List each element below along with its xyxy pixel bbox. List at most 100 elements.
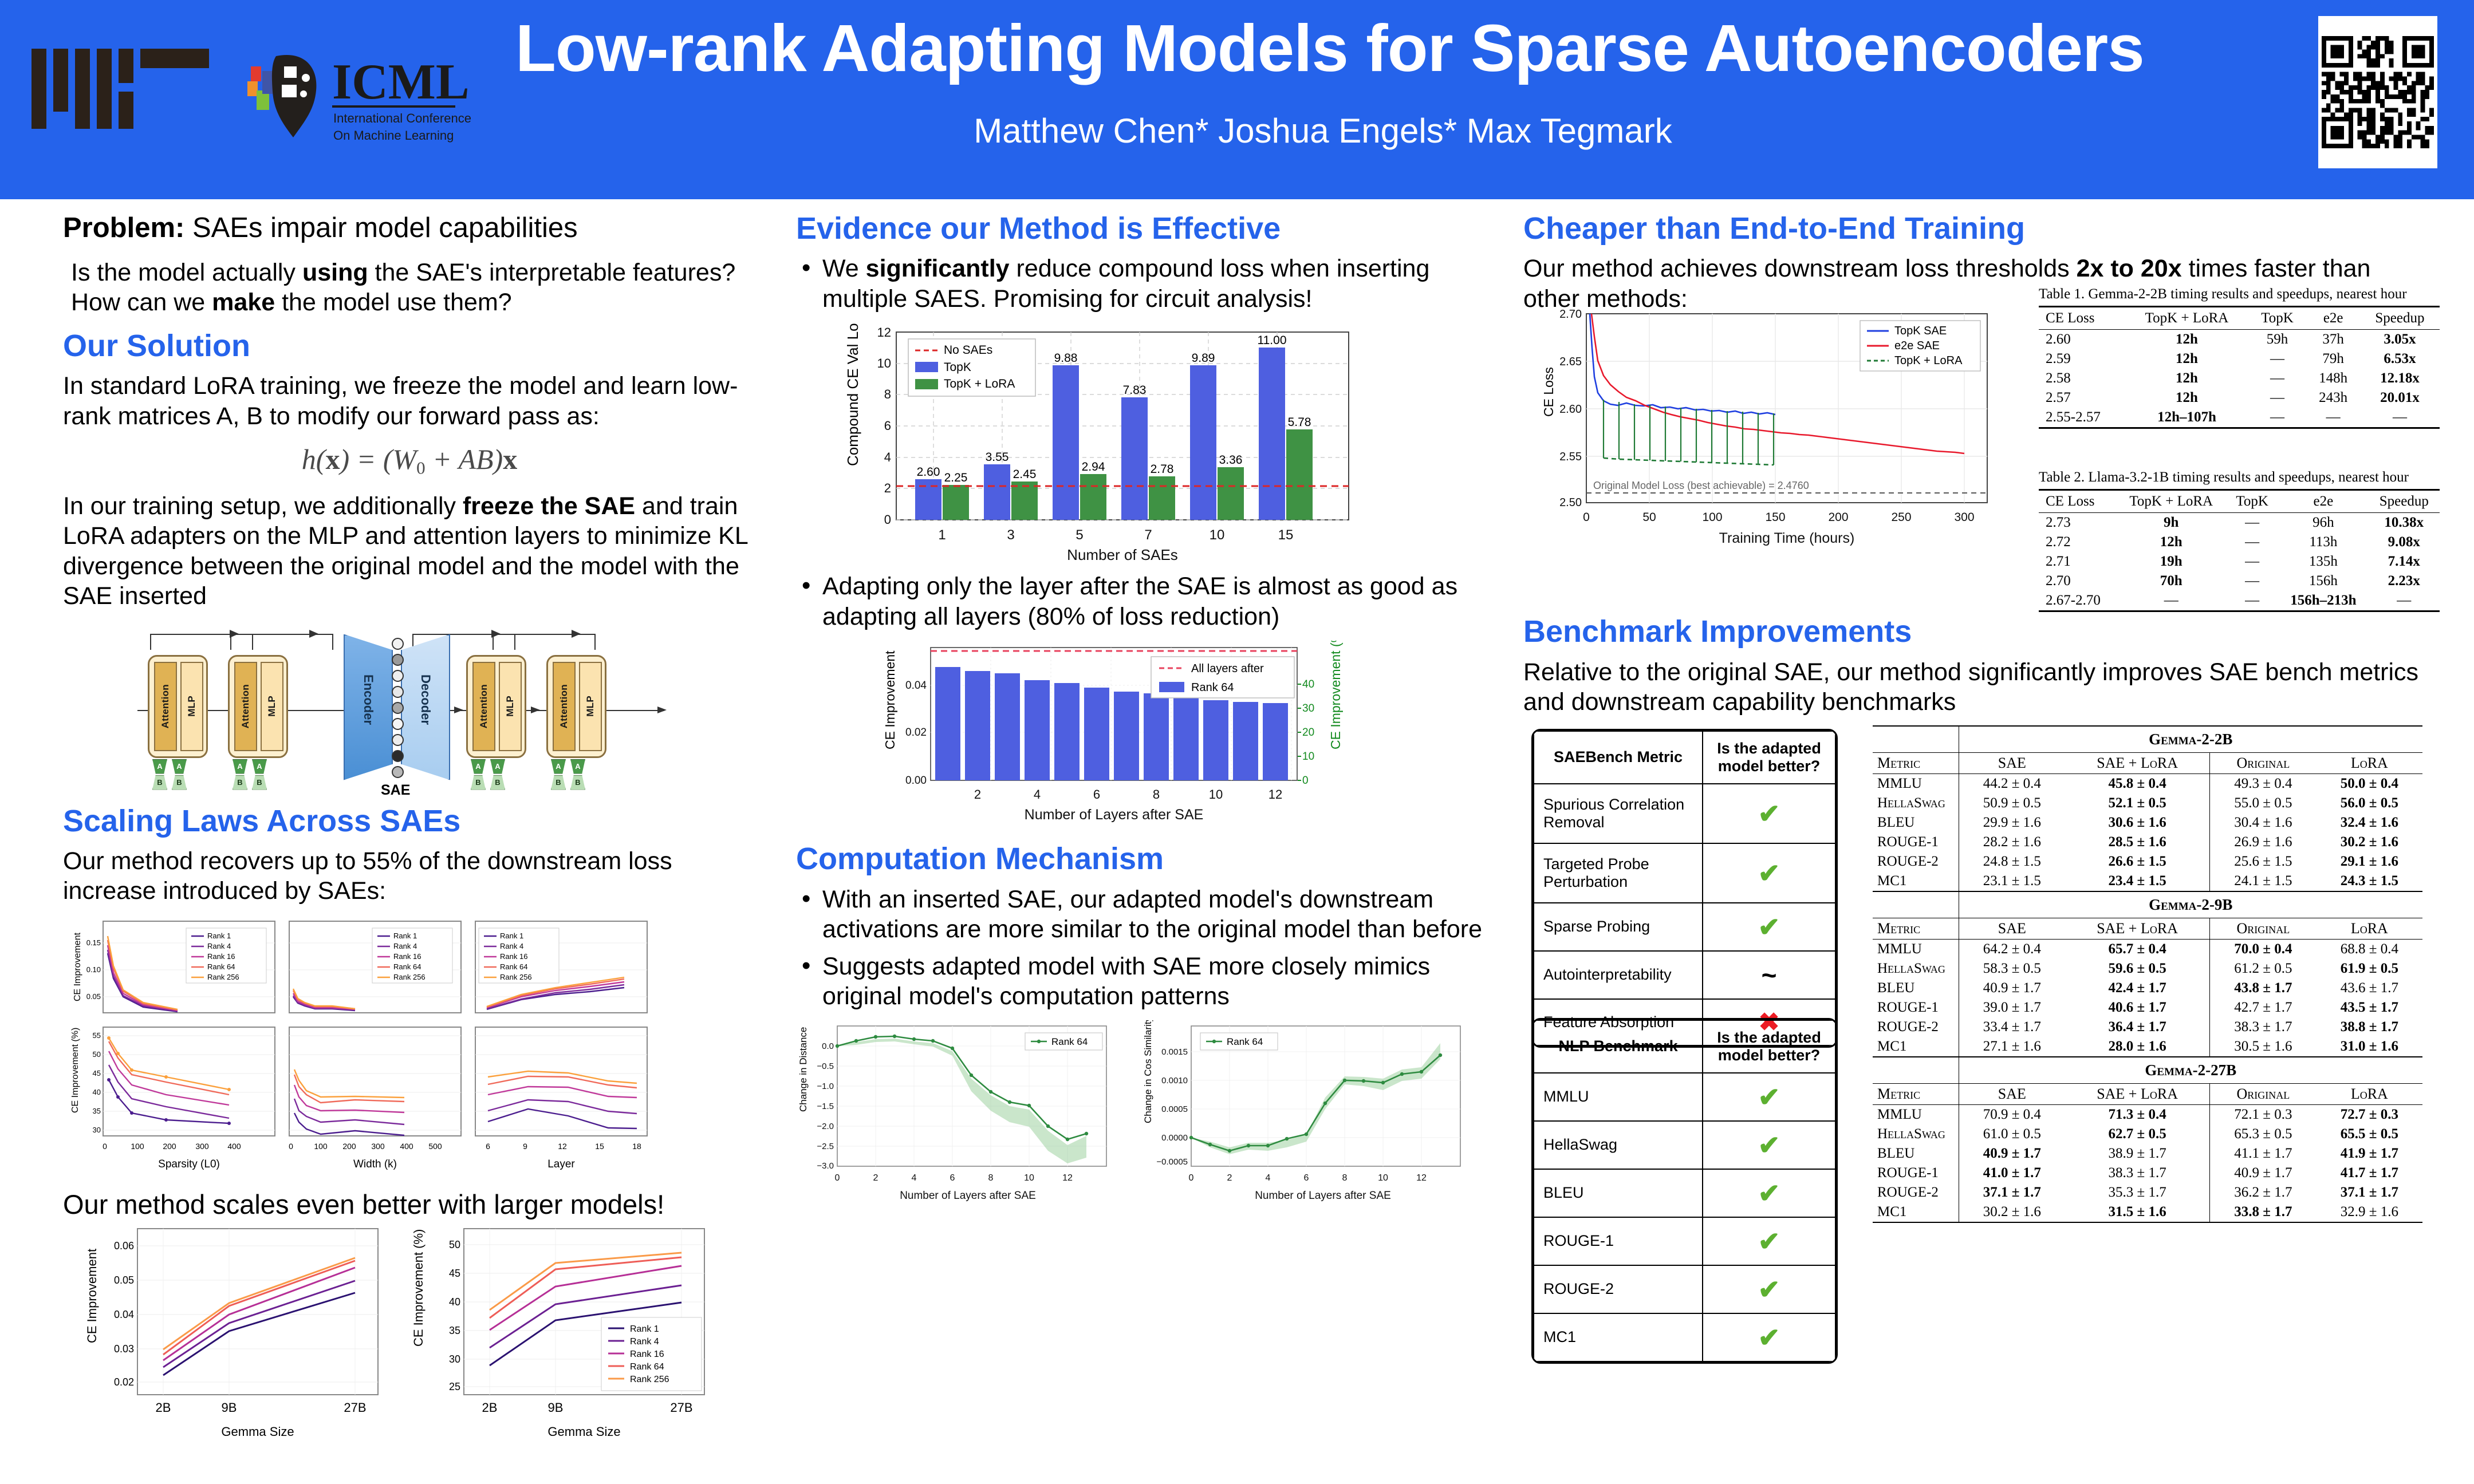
svg-text:−1.5: −1.5 [817,1102,834,1111]
saebench-metric-table-wrapper: SAEBench Metric Is the adapted model bet… [1531,728,1838,1048]
svg-text:400: 400 [400,1142,413,1151]
t1-r4-c1: 12h–107h [2157,409,2216,425]
svg-text:7.83: 7.83 [1123,384,1147,397]
bench-cell: 50.9 ± 0.5 [1958,793,2066,813]
t1-r1-c2: — [2270,351,2285,367]
mlp-label: MLP [186,696,197,717]
table-row: MMLU ✔ [1533,1072,1836,1122]
layers-after-sae-bar-chart: 0.00 0.02 0.04 CE Improvement 0 10 20 30 40 C… [883,641,1343,823]
bench-cell: 37.1 ± 1.7 [2340,1184,2398,1200]
table-row: MC1 ✔ [1533,1312,1836,1362]
nlp-col-metric: NLP Benchmark [1533,1019,1704,1073]
t2-r4-c3: 156h–213h [2290,593,2357,609]
t2-r3-c0: 2.70 [2046,573,2071,589]
mlp-label: MLP [585,696,596,717]
problem-label: Problem: [63,212,185,243]
bench-cell: 72.1 ± 0.3 [2209,1104,2317,1124]
svg-text:CE Improvement (%: CE Improvement (% [1328,641,1343,749]
table-2-timing-llama: CE Loss TopK + LoRA TopK e2e Speedup 2.7… [2039,489,2440,612]
svg-text:9.89: 9.89 [1192,352,1215,365]
check-icon: ✔ [1758,798,1780,828]
computation-mechanism-chart-pair: 0.0 −0.5 −1.0 −1.5 −2.0 −2.5 −3.0 Change in … [798,1020,1461,1202]
t2-r0-c3: 96h [2313,515,2334,531]
table-row: MC1 23.1 ± 1.5 23.4 ± 1.5 24.1 ± 1.5 24.3 ± … [1873,871,2422,891]
svg-text:TopK + LoRA: TopK + LoRA [944,377,1015,390]
svg-text:Training Time (hours): Training Time (hours) [1719,530,1855,546]
problem-statement: Problem: SAEs impair model capabilities [63,212,756,245]
svg-text:CE Improvement: CE Improvement [85,1249,99,1343]
table-row: MC1 27.1 ± 1.6 28.0 ± 1.6 30.5 ± 1.6 31.0 ± … [1873,1036,2422,1057]
scaling-laws-chart-grid: 0.15 0.10 0.05 CE Improvement [70,920,648,1170]
svg-text:2.50: 2.50 [1559,496,1582,509]
nlp-row-5-metric: MC1 [1533,1312,1704,1362]
t2-r0-c1: 9h [2164,515,2179,531]
bench-col-3: LoRA [2316,752,2422,774]
svg-text:50: 50 [93,1050,101,1059]
table-row: ROUGE-2 24.8 ± 1.5 26.6 ± 1.5 25.6 ± 1.5 29.… [1873,851,2422,871]
bench-cell: 43.8 ± 1.7 [2209,978,2317,998]
svg-text:4: 4 [1266,1173,1271,1183]
bench-row-metric: BLEU [1877,814,1915,830]
t1-col-0: CE Loss [2046,310,2095,326]
svg-text:e2e SAE: e2e SAE [1894,340,1940,352]
nlp-row-4-metric: ROUGE-2 [1533,1264,1704,1314]
table-row: ROUGE-2 33.4 ± 1.7 36.4 ± 1.7 38.3 ± 1.7 38.… [1873,1017,2422,1037]
nlp-row-1-mark: ✔ [1702,1120,1836,1170]
svg-text:Rank 1: Rank 1 [630,1324,659,1334]
svg-text:Number of Layers after SAE: Number of Layers after SAE [1025,807,1204,823]
bench-row-metric: MMLU [1873,938,1959,959]
qr-code-icon[interactable] [2318,16,2437,168]
t1-r1-c1: 12h [2176,351,2198,367]
svg-text:0.0000: 0.0000 [1161,1133,1188,1143]
svg-text:27B: 27B [344,1400,366,1415]
svg-text:0: 0 [1583,511,1590,524]
attention-label: Attention [160,684,171,729]
bench-row-metric: ROUGE-1 [1877,999,1939,1015]
svg-text:2: 2 [884,481,891,495]
svg-text:Rank 256: Rank 256 [393,973,426,981]
svg-text:2: 2 [1227,1173,1232,1183]
t2-r1-c1: 12h [2160,534,2183,550]
table-row: ROUGE-1 41.0 ± 1.7 38.3 ± 1.7 40.9 ± 1.7 41.… [1873,1163,2422,1183]
solution-p2-a: In our training setup, we additionally [63,492,463,520]
table-row: 2.60 12h 59h 37h 3.05x [2039,329,2440,350]
t1-r3-c4: 20.01x [2380,390,2420,406]
svg-text:0.0015: 0.0015 [1161,1047,1188,1057]
section-heading-cheaper: Cheaper than End-to-End Training [1523,211,2025,246]
svg-text:2.60: 2.60 [1559,403,1582,416]
transformer-block: Attention MLP [228,654,288,758]
bench-cell: 41.9 ± 1.7 [2340,1145,2398,1161]
table-row: BLEU ✔ [1533,1168,1836,1218]
t2-r4-c2: — [2245,593,2260,609]
section-heading-computation: Computation Mechanism [796,842,1164,877]
lora-b-matrix: B [490,775,505,790]
svg-text:International Conference: International Conference [333,111,471,125]
bench-cell: 37.1 ± 1.7 [1958,1182,2066,1202]
nlp-row-3-mark: ✔ [1702,1216,1836,1266]
lora-a-matrix: A [233,759,247,774]
svg-text:Rank 16: Rank 16 [500,952,527,961]
t1-r0-c0: 2.60 [2046,331,2071,348]
svg-text:0: 0 [835,1173,840,1183]
svg-text:100: 100 [1702,511,1722,524]
svg-text:TopK + LoRA: TopK + LoRA [1894,354,1963,367]
bench-cell: 65.7 ± 0.4 [2065,938,2210,959]
svg-text:2.60: 2.60 [917,465,940,479]
svg-text:12: 12 [1062,1173,1073,1183]
svg-text:3.36: 3.36 [1219,453,1243,467]
svg-text:55: 55 [93,1031,101,1040]
evidence-bullet-list-2: Adapting only the layer after the SAE is… [796,570,1483,632]
bench-cell: 28.5 ± 1.6 [2108,834,2166,850]
check-icon: ✔ [1758,1082,1780,1112]
t1-r2-c4: 12.18x [2380,370,2420,386]
bench-col-1: SAE + LoRA [2065,917,2210,940]
attention-label: Attention [558,684,569,729]
svg-text:0.05: 0.05 [86,992,101,1001]
bench-cell: 31.0 ± 1.6 [2340,1038,2398,1054]
t2-r2-c1: 19h [2160,554,2183,570]
bench-cell: 61.2 ± 0.5 [2209,958,2317,978]
svg-text:10: 10 [1210,527,1225,543]
svg-text:Rank 256: Rank 256 [207,973,239,981]
